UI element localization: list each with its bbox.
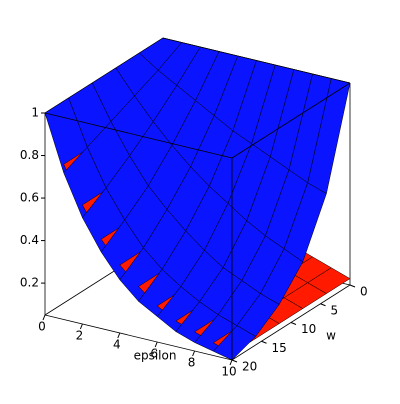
y-tick [261,340,267,344]
y-tick [349,284,356,288]
y-axis-label: w [326,329,336,343]
y-tick-label: 0 [360,285,368,299]
x-tick [229,359,233,366]
box-edge [44,112,233,159]
y-tick-label: 20 [242,360,257,374]
y-tick [320,303,326,307]
box-edge [44,314,233,361]
x-tick-label: 10 [221,365,236,379]
z-tick-label: 0.8 [20,148,39,162]
x-tick-label: 6 [150,347,158,361]
x-tick-label: 2 [76,329,84,343]
x-tick-label: 4 [113,338,121,352]
z-tick-label: 0.6 [20,191,39,205]
box-edge [231,82,351,159]
x-tick [42,314,46,321]
box-edge [162,37,351,84]
y-tick-label: 15 [272,341,287,355]
x-tick [117,332,121,339]
y-tick [290,322,297,325]
y-tick-label: 10 [301,322,316,336]
x-tick [192,350,196,357]
x-tick-label: 0 [38,320,46,334]
y-tick [231,359,238,363]
x-tick-label: 8 [188,356,196,370]
y-tick-label: 5 [331,303,339,317]
z-tick-label: 0.2 [20,276,39,290]
x-tick [79,323,83,330]
x-tick [154,341,158,348]
z-tick-label: 0.4 [20,233,39,247]
z-tick-label: 1 [31,106,39,120]
x-axis-label: epsilon [134,349,177,363]
